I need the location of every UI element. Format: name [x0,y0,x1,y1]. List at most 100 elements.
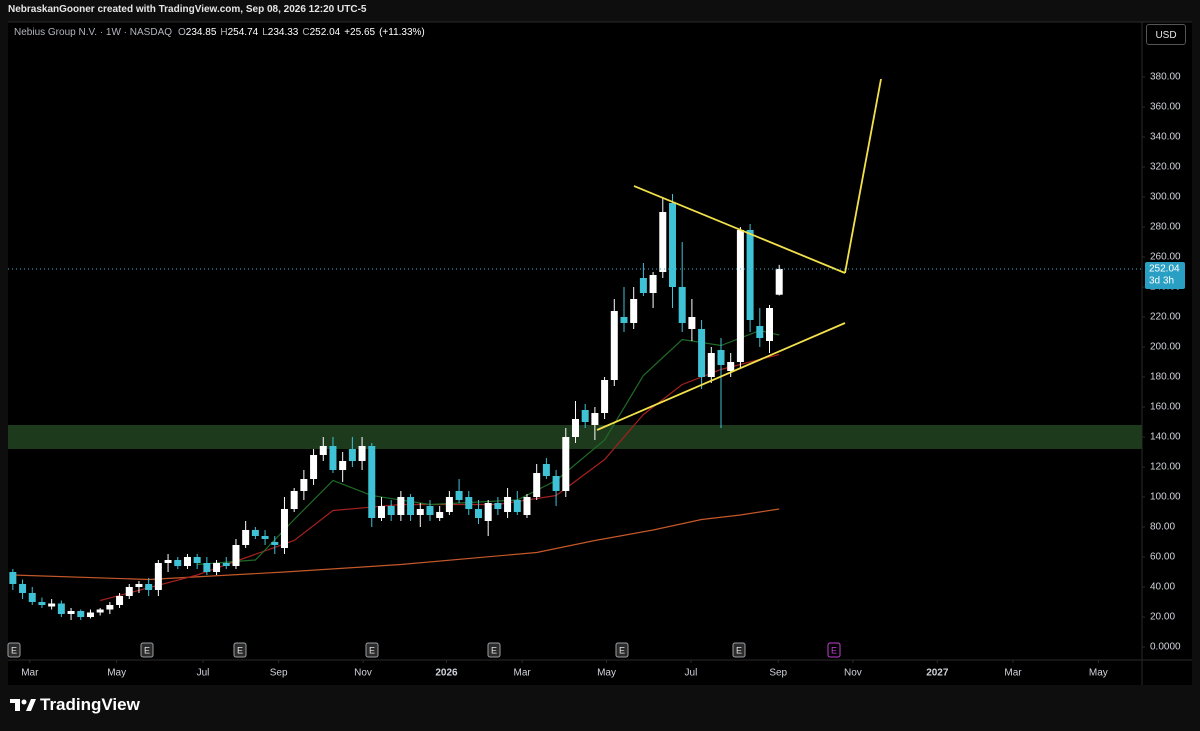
moving-average [12,508,780,581]
candle-body [474,508,482,518]
candle-body [19,583,27,593]
legend-label: C [302,27,310,38]
candle-body [416,508,424,515]
candle-body [727,361,735,371]
candle-body [271,541,279,545]
countdown-label: 3d 3h [1149,276,1174,287]
candle-body [348,448,356,461]
x-tick-label: 2026 [435,668,458,679]
candle-body [445,496,453,512]
y-tick-label: 340.00 [1150,132,1181,143]
earnings-label: E [831,645,837,655]
candle-body [106,604,114,610]
candle-body [455,490,463,500]
y-tick-label: 380.00 [1150,72,1181,83]
y-tick-label: 120.00 [1150,462,1181,473]
x-tick-label: May [107,668,126,679]
x-tick-label: May [597,668,616,679]
plot [9,194,783,620]
candle-body [746,230,754,321]
y-tick-label: 20.00 [1150,612,1175,623]
candle-body [698,329,706,377]
x-tick-label: Mar [514,668,532,679]
earnings-label: E [491,645,497,655]
earnings-label: E [144,645,150,655]
candle-body [193,556,201,563]
legend-value: 234.33 [267,27,299,38]
candle-body [222,562,230,566]
candle-body [38,601,46,605]
y-tick-label: 140.00 [1150,432,1181,443]
candle-body [601,379,609,413]
legend-label: H [220,27,228,38]
candle-body [164,559,172,563]
candle-body [426,505,434,515]
candle-body [504,496,512,512]
y-tick-label: 40.00 [1150,582,1175,593]
earnings-marker [233,642,247,658]
earnings-marker [365,642,379,658]
candle-body [436,511,444,518]
earnings-label: E [11,645,17,655]
candle-body [610,311,618,380]
y-tick-label: 220.00 [1150,312,1181,323]
candle-body [542,463,550,476]
y-tick-label: 180.00 [1150,372,1181,383]
candle-body [232,544,240,566]
candle-body [484,502,492,521]
candle-body [659,212,667,273]
candle-body [213,562,221,572]
trend-drawings [596,78,882,431]
legend-value: 252.04 [309,27,341,38]
candle-body [377,505,385,518]
earnings-marker [615,642,629,658]
candle-body [688,317,696,330]
x-tick-label: 2027 [926,668,949,679]
x-tick-label: Mar [21,668,39,679]
candle-body [465,496,473,509]
y-tick-label: 280.00 [1150,222,1181,233]
symbol: Nebius Group N.V. · 1W · NASDAQ [14,27,173,38]
candle-body [707,352,715,377]
y-tick-label: 360.00 [1150,102,1181,113]
earnings-marker [7,642,21,658]
x-tick-label: May [1089,668,1108,679]
candle-body [48,603,56,607]
trendline [633,185,846,274]
legend-change: +25.65 [344,27,376,38]
earnings-label: E [369,645,375,655]
candle-body [397,496,405,515]
candle-body [135,583,143,587]
candle-body [57,603,65,614]
candle-body [591,412,599,425]
price-axis-bg [1142,22,1192,660]
candle-body [67,610,75,614]
candle-body [571,418,579,437]
candle-body [387,505,395,515]
candle-body [513,499,521,512]
candle-body [756,326,764,339]
candle-body [86,612,94,617]
footer-logo: TradingView [10,695,140,715]
candle-body [581,409,589,422]
y-tick-label: 200.00 [1150,342,1181,353]
y-tick-label: 100.00 [1150,492,1181,503]
candle-body [96,609,104,613]
legend-value: 234.85 [185,27,217,38]
candle-body [251,529,259,536]
y-tick-label: 320.00 [1150,162,1181,173]
currency-button[interactable]: USD [1146,24,1186,45]
candle-body [562,436,570,491]
footer-text: TradingView [40,695,140,714]
candle-body [203,562,211,572]
candle-body [116,595,124,605]
candle-body [639,278,647,294]
candle-body [368,445,376,518]
candle-body [339,460,347,470]
y-tick-label: 0.0000 [1150,642,1181,653]
candle-body [523,496,531,515]
last-price-box [1145,261,1185,289]
candle-body [183,556,191,566]
candle-body [174,559,182,566]
